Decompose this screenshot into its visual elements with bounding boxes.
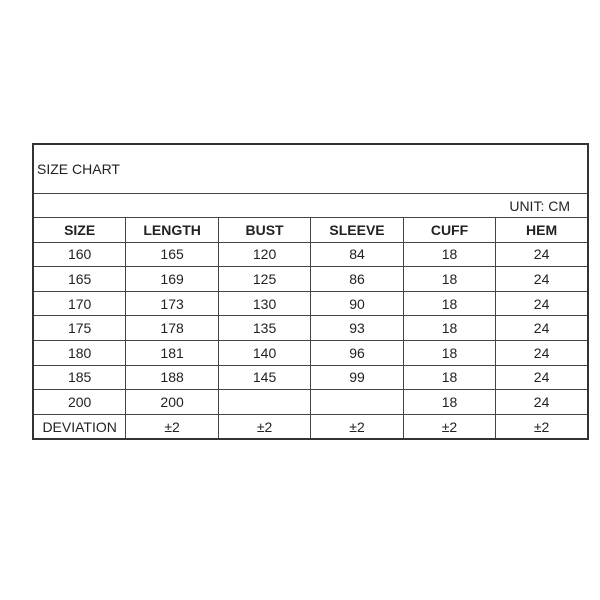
header-cell: HEM (495, 217, 589, 243)
table-row: 170 173 130 90 18 24 (32, 290, 589, 317)
table-cell: 165 (125, 241, 219, 268)
table-cell: 181 (125, 339, 219, 366)
table-cell: 170 (32, 290, 127, 317)
table-cell: 185 (32, 364, 127, 391)
table-cell: 140 (217, 339, 312, 366)
table-cell: 145 (217, 364, 312, 391)
header-cell: CUFF (402, 217, 497, 243)
header-row: SIZE LENGTH BUST SLEEVE CUFF HEM (32, 217, 589, 243)
header-cell: SLEEVE (310, 217, 404, 243)
table-cell: 169 (125, 266, 219, 292)
table-cell: ±2 (310, 413, 404, 440)
table-cell: 24 (495, 339, 589, 366)
table-cell: 18 (402, 339, 497, 366)
header-cell: BUST (217, 217, 312, 243)
table-cell: 18 (402, 364, 497, 391)
table-cell: 178 (125, 315, 219, 341)
table-cell: 18 (402, 389, 497, 415)
table-cell: 200 (125, 389, 219, 415)
table-row: 175 178 135 93 18 24 (32, 315, 589, 341)
table-cell: 90 (310, 290, 404, 317)
table-cell: 188 (125, 364, 219, 391)
table-cell: 99 (310, 364, 404, 391)
table-row: 180 181 140 96 18 24 (32, 339, 589, 366)
size-chart-table: SIZE CHART UNIT: CM SIZE LENGTH BUST SLE… (32, 143, 589, 441)
table-cell: 180 (32, 339, 127, 366)
table-cell: 24 (495, 364, 589, 391)
table-row: 185 188 145 99 18 24 (32, 364, 589, 391)
table-cell: 18 (402, 290, 497, 317)
table-cell: 24 (495, 290, 589, 317)
table-cell: 120 (217, 241, 312, 268)
table-cell: 24 (495, 315, 589, 341)
table-cell: 24 (495, 389, 589, 415)
table-cell: 135 (217, 315, 312, 341)
table-cell: 173 (125, 290, 219, 317)
table-cell: 84 (310, 241, 404, 268)
table-cell: 24 (495, 266, 589, 292)
table-cell: 175 (32, 315, 127, 341)
table-cell: 93 (310, 315, 404, 341)
table-cell: 24 (495, 241, 589, 268)
table-cell: 86 (310, 266, 404, 292)
table-cell: ±2 (217, 413, 312, 440)
table-row: 200 200 18 24 (32, 389, 589, 415)
table-cell: 125 (217, 266, 312, 292)
table-cell: ±2 (402, 413, 497, 440)
unit-label: UNIT: CM (32, 193, 589, 218)
table-cell: 160 (32, 241, 127, 268)
header-cell: SIZE (32, 217, 127, 243)
table-cell (217, 389, 312, 415)
table-cell: ±2 (495, 413, 589, 440)
table-cell: DEVIATION (32, 413, 127, 440)
chart-title: SIZE CHART (32, 143, 589, 194)
header-cell: LENGTH (125, 217, 219, 243)
table-cell: ±2 (125, 413, 219, 440)
table-row: DEVIATION ±2 ±2 ±2 ±2 ±2 (32, 413, 589, 440)
table-cell (310, 389, 404, 415)
table-cell: 200 (32, 389, 127, 415)
table-row: 160 165 120 84 18 24 (32, 241, 589, 268)
table-cell: 165 (32, 266, 127, 292)
table-cell: 18 (402, 241, 497, 268)
table-cell: 130 (217, 290, 312, 317)
table-cell: 18 (402, 266, 497, 292)
table-cell: 18 (402, 315, 497, 341)
table-row: 165 169 125 86 18 24 (32, 266, 589, 292)
table-cell: 96 (310, 339, 404, 366)
